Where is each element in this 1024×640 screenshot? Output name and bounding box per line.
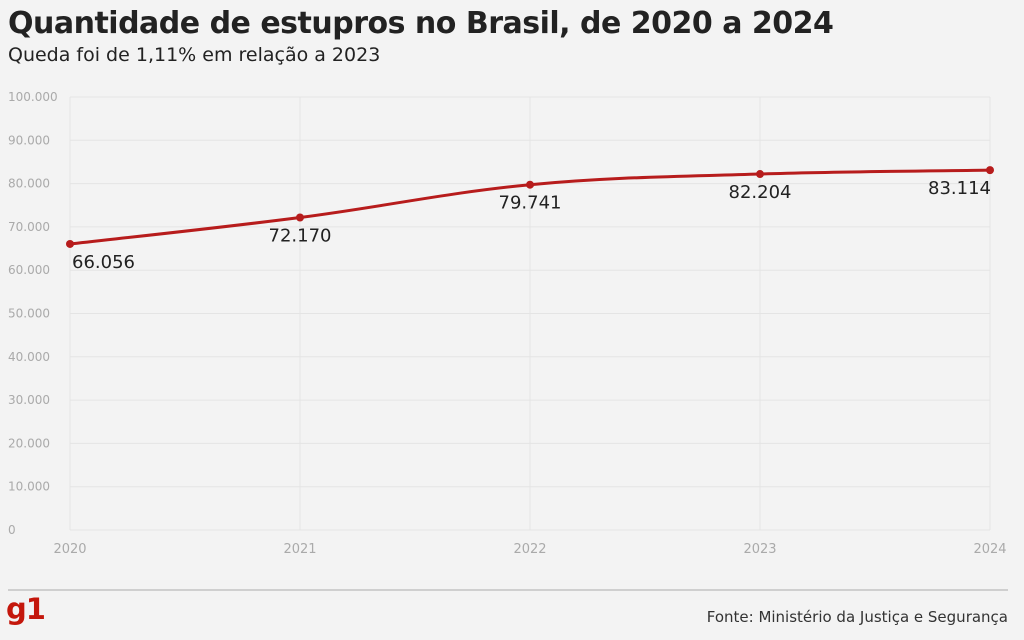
x-axis-ticks: 2020 2021 2022 2023 2024 [53,542,1006,557]
x-tick-label: 2021 [283,542,316,557]
x-tick-label: 2024 [973,542,1006,557]
x-tick-label: 2020 [53,542,86,557]
g1-logo: g1 [6,592,46,626]
y-tick-label: 0 [8,523,16,537]
chart-subtitle: Queda foi de 1,11% em relação a 2023 [8,44,381,66]
line-chart: 0 10.000 20.000 30.000 40.000 50.000 60.000 70.… [8,90,1007,557]
y-tick-label: 100.000 [8,90,58,104]
y-tick-label: 10.000 [8,480,50,494]
footer-divider [8,589,1008,591]
y-tick-label: 90.000 [8,133,50,147]
data-labels: 66.056 72.170 79.741 82.204 83.114 [72,178,991,273]
data-point [296,213,304,222]
y-tick-label: 80.000 [8,177,50,191]
data-point [66,239,74,248]
data-point [986,166,994,175]
y-tick-label: 20.000 [8,436,50,450]
data-point [526,180,534,189]
y-tick-label: 30.000 [8,393,50,407]
x-tick-label: 2022 [513,542,546,557]
data-points [66,166,994,248]
data-label: 79.741 [499,193,562,214]
source-text: Fonte: Ministério da Justiça e Segurança [706,608,1008,626]
y-axis-ticks: 0 10.000 20.000 30.000 40.000 50.000 60.000 70.… [8,90,58,537]
data-label: 83.114 [928,178,991,199]
data-label: 82.204 [729,182,792,203]
grid-lines [69,96,991,531]
data-label: 66.056 [72,252,135,273]
chart-title: Quantidade de estupros no Brasil, de 202… [8,6,834,41]
y-tick-label: 70.000 [8,220,50,234]
x-tick-label: 2023 [743,542,776,557]
data-label: 72.170 [269,226,332,247]
y-tick-label: 50.000 [8,307,50,321]
data-point [756,170,764,179]
y-tick-label: 60.000 [8,263,50,277]
y-tick-label: 40.000 [8,350,50,364]
